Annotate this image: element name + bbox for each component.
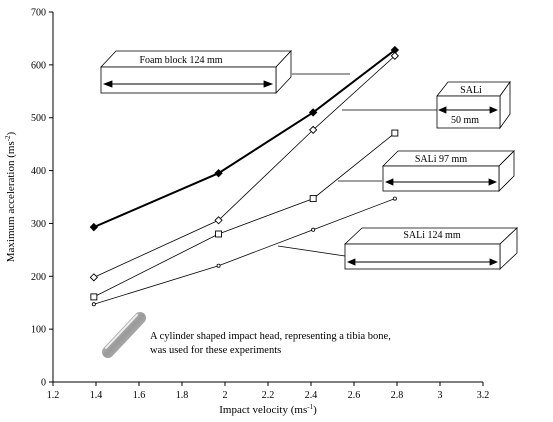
- axes: 0 100 200 300 400 500 600 700 1.2 1.4 1.6 1.8 2 2.2 2…: [31, 8, 489, 402]
- y-tick-label: 400: [31, 166, 46, 177]
- cylinder-body: [102, 312, 146, 358]
- box-front-face: [344, 243, 501, 270]
- cylinder-impact-head-icon: [102, 312, 146, 358]
- annotation-line-1: A cylinder shaped impact head, represent…: [150, 331, 391, 342]
- y-tick-label: 500: [31, 113, 46, 124]
- series-0: [89, 45, 400, 232]
- arrow-head-right: [263, 80, 274, 88]
- y-tick-label: 300: [31, 219, 46, 230]
- foam-block-box: Foam block 124 mm: [100, 49, 292, 95]
- sali-box: SALi 50 mm: [436, 80, 511, 130]
- sali124-box: SALi 124 mm: [343, 227, 519, 270]
- sali97-label: SALi 97 mm: [415, 154, 467, 165]
- x-tick-label: 1.8: [176, 390, 189, 401]
- data-point: [89, 222, 99, 232]
- data-point: [215, 230, 223, 238]
- x-tick-label: 1.4: [90, 390, 103, 401]
- y-tick-label: 100: [31, 325, 46, 336]
- x-tick-label: 2.4: [305, 390, 318, 401]
- data-point: [309, 125, 318, 135]
- x-tick-label: 3: [438, 390, 443, 401]
- data-point: [392, 196, 397, 201]
- y-axis-title: Maximum acceleration (ms-2): [4, 131, 17, 262]
- y-tick-label: 0: [41, 378, 46, 389]
- data-point: [91, 302, 96, 307]
- arrow-head-right: [489, 106, 499, 114]
- arrow-head-left: [346, 258, 356, 266]
- x-axis-title: Impact velocity (ms-1): [219, 403, 317, 416]
- y-ticks: 0 100 200 300 400 500 600 700: [31, 8, 53, 389]
- series-3: [91, 196, 397, 307]
- sali97-box: SALi 97 mm: [382, 150, 515, 192]
- cylinder-highlight: [105, 314, 138, 349]
- arrow-head-right: [488, 178, 498, 186]
- annotation-line-2: was used for these experiments: [150, 345, 281, 356]
- arrow-head-left: [384, 178, 394, 186]
- series-line: [93, 55, 396, 278]
- data-point: [311, 227, 316, 232]
- x-tick-label: 1.6: [133, 390, 146, 401]
- data-point: [216, 263, 221, 268]
- data-point: [89, 273, 98, 282]
- x-tick-label: 2.2: [262, 390, 275, 401]
- leader-lines: [277, 73, 437, 257]
- box-front-face: [436, 95, 501, 129]
- data-point: [214, 216, 223, 225]
- x-tick-label: 3.2: [477, 390, 490, 401]
- x-tick-label: 2: [223, 390, 228, 401]
- arrow-head-left: [437, 106, 447, 114]
- data-point: [391, 129, 399, 137]
- y-tick-label: 600: [31, 60, 46, 71]
- sali124-label: SALi 124 mm: [403, 230, 460, 241]
- y-tick-label: 700: [31, 8, 46, 19]
- x-tick-label: 2.8: [391, 390, 404, 401]
- data-point: [390, 51, 399, 61]
- x-tick-label: 2.6: [348, 390, 361, 401]
- data-point: [90, 293, 98, 301]
- arrow-head-right: [489, 258, 499, 266]
- data-point: [309, 195, 317, 203]
- box-front-face: [382, 165, 500, 192]
- series-layer: [89, 45, 400, 307]
- arrow-head-left: [102, 80, 113, 88]
- y-tick-label: 200: [31, 272, 46, 283]
- series-line: [93, 132, 396, 298]
- series-1: [89, 51, 399, 282]
- foam-block-label: Foam block 124 mm: [139, 55, 222, 66]
- sali-label: SALi: [460, 85, 482, 96]
- sali-sublabel: 50 mm: [451, 115, 479, 126]
- data-point: [214, 169, 223, 178]
- x-ticks: 1.2 1.4 1.6 1.8 2 2.2 2.4 2.6 2.8 3 3.2: [47, 382, 490, 401]
- series-2: [90, 129, 399, 301]
- series-line: [93, 49, 396, 229]
- box-front-face: [100, 66, 277, 94]
- x-tick-label: 1.2: [47, 390, 60, 401]
- data-point: [308, 108, 318, 117]
- leader-line-sali124: [277, 245, 346, 257]
- series-line: [93, 198, 395, 305]
